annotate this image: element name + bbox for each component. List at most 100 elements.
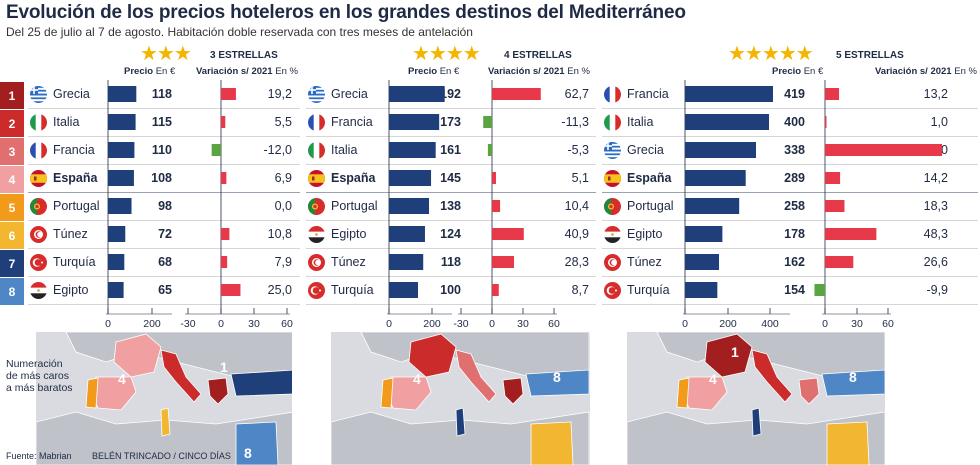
- price-value: 338: [784, 143, 805, 157]
- variation-value: -5,3: [567, 143, 589, 157]
- page-subtitle: Del 25 de julio al 7 de agosto. Habitaci…: [6, 25, 473, 39]
- map-rank-label: 4: [413, 371, 421, 387]
- variation-value: 13,2: [923, 87, 948, 101]
- price-header-label: Precio: [772, 66, 802, 77]
- row-separator: [602, 248, 978, 249]
- price-value: 118: [440, 255, 461, 269]
- price-tick-label: 200: [719, 318, 737, 330]
- variation-value: 26,6: [923, 255, 948, 269]
- variation-header: Variación s/ 2021 En %: [488, 66, 590, 77]
- map-svg: 14 8: [627, 332, 885, 465]
- price-value: 65: [158, 283, 172, 297]
- price-tick-label: 400: [761, 318, 779, 330]
- country-row: Túnez: [308, 248, 390, 276]
- france-shape: [113, 333, 162, 378]
- row-separator: [602, 108, 978, 109]
- row-separator: [306, 108, 596, 109]
- country-row: Italia: [30, 108, 110, 136]
- stars-icon: ★★★: [140, 43, 192, 65]
- country-row: Grecia: [604, 136, 689, 164]
- rank-badge: 3: [0, 138, 24, 166]
- tn-flag-icon: [308, 253, 325, 271]
- price-header: Precio En €: [408, 66, 459, 77]
- price-header-unit: En €: [803, 66, 824, 77]
- variation-tick-label: 60: [281, 318, 293, 330]
- portugal-shape: [85, 377, 99, 409]
- land-africa: [331, 411, 590, 465]
- country-row: Portugal: [30, 192, 110, 220]
- row-separator: [306, 220, 596, 221]
- rank-badge: 1: [0, 82, 24, 110]
- rank-badge: 4: [0, 166, 24, 194]
- tunisia-shape: [160, 407, 171, 437]
- stars-icon: ★★★★: [412, 43, 481, 65]
- country-row: Portugal: [604, 192, 689, 220]
- variation-value: 1,0: [930, 115, 948, 129]
- country-name: Portugal: [331, 199, 378, 213]
- price-value: 154: [784, 283, 805, 297]
- variation-value: 28,3: [564, 255, 589, 269]
- country-name: Italia: [331, 143, 358, 157]
- row-separator: [602, 164, 978, 165]
- row-separator: [602, 304, 978, 305]
- country-name: Egipto: [53, 283, 89, 297]
- variation-header: Variación s/ 2021 En %: [196, 66, 298, 77]
- map-rank-label: 8: [553, 369, 561, 385]
- country-row: Grecia: [30, 80, 110, 108]
- row-separator: [28, 304, 300, 305]
- country-row: España: [30, 164, 110, 192]
- pt-flag-icon: [604, 197, 621, 215]
- variation-tick-label: 0: [489, 318, 495, 330]
- country-row: Italia: [308, 136, 390, 164]
- country-name: España: [627, 171, 672, 185]
- greece-shape: [207, 377, 229, 405]
- price-tick-label: 0: [105, 318, 111, 330]
- tr-flag-icon: [604, 281, 621, 299]
- tn-flag-icon: [30, 225, 47, 243]
- variation-value: 62,7: [564, 87, 589, 101]
- price-value: 118: [151, 87, 172, 101]
- variation-header: Variación s/ 2021 En %: [875, 66, 977, 77]
- it-flag-icon: [604, 113, 621, 131]
- es-flag-icon: [308, 169, 325, 187]
- row-separator: [28, 136, 300, 137]
- variation-value: 5,1: [571, 171, 589, 185]
- source-text: Fuente: Mabrian: [6, 451, 72, 461]
- country-row: Grecia: [308, 80, 390, 108]
- portugal-shape: [676, 377, 690, 409]
- price-header-unit: En €: [155, 66, 176, 77]
- panel-title: 3 ESTRELLAS: [210, 50, 278, 61]
- variation-value: 110,0: [917, 143, 948, 157]
- variation-tick-label: -30: [453, 318, 469, 330]
- country-name: Francia: [627, 87, 669, 101]
- row-separator: [306, 304, 596, 305]
- price-value: 258: [784, 199, 805, 213]
- variation-header-label: Variación s/ 2021: [875, 66, 952, 77]
- row-separator: [306, 276, 596, 277]
- country-name: Grecia: [53, 87, 90, 101]
- land-africa: [36, 411, 292, 465]
- price-value: 124: [440, 227, 461, 241]
- country-name: Turquía: [627, 283, 670, 297]
- price-header: Precio En €: [124, 66, 175, 77]
- gr-flag-icon: [30, 85, 47, 103]
- tr-flag-icon: [308, 281, 325, 299]
- variation-header-label: Variación s/ 2021: [196, 66, 273, 77]
- fr-flag-icon: [308, 113, 325, 131]
- note-line: a más baratos: [6, 382, 73, 394]
- panel-title: 4 ESTRELLAS: [504, 50, 572, 61]
- price-value: 419: [784, 87, 805, 101]
- variation-tick-label: 60: [882, 318, 894, 330]
- country-name: Turquía: [331, 283, 374, 297]
- italy-shape: [160, 349, 202, 403]
- price-value: 138: [440, 199, 461, 213]
- country-row: Egipto: [604, 220, 689, 248]
- fr-flag-icon: [30, 141, 47, 159]
- price-value: 162: [784, 255, 805, 269]
- country-name: Túnez: [627, 255, 662, 269]
- price-value: 98: [158, 199, 172, 213]
- variation-value: 19,2: [267, 87, 292, 101]
- price-header-unit: En €: [439, 66, 460, 77]
